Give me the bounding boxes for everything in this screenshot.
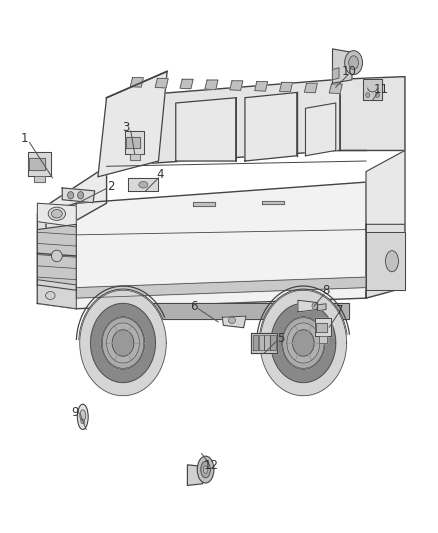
Text: 3: 3 xyxy=(122,121,130,134)
Text: 12: 12 xyxy=(204,459,219,472)
Polygon shape xyxy=(254,82,268,91)
Polygon shape xyxy=(106,79,340,166)
Polygon shape xyxy=(76,182,366,309)
Text: 10: 10 xyxy=(341,65,356,78)
Polygon shape xyxy=(251,333,277,353)
Circle shape xyxy=(67,191,74,199)
Text: 8: 8 xyxy=(322,284,330,297)
Polygon shape xyxy=(131,78,143,87)
Circle shape xyxy=(366,93,370,98)
Ellipse shape xyxy=(51,250,62,262)
Ellipse shape xyxy=(78,404,88,430)
Polygon shape xyxy=(366,150,405,298)
Polygon shape xyxy=(193,202,215,206)
Polygon shape xyxy=(187,465,202,486)
Polygon shape xyxy=(340,77,405,150)
Polygon shape xyxy=(293,330,314,356)
Circle shape xyxy=(78,191,84,199)
Polygon shape xyxy=(126,137,140,148)
Polygon shape xyxy=(76,277,366,298)
Polygon shape xyxy=(270,335,276,351)
Polygon shape xyxy=(332,68,339,80)
Polygon shape xyxy=(91,303,155,383)
Polygon shape xyxy=(366,150,405,224)
Polygon shape xyxy=(98,71,167,177)
Polygon shape xyxy=(112,330,134,356)
Polygon shape xyxy=(205,80,218,90)
Polygon shape xyxy=(29,158,46,169)
Polygon shape xyxy=(282,317,325,369)
Text: 1: 1 xyxy=(21,132,28,146)
Polygon shape xyxy=(262,200,284,204)
Polygon shape xyxy=(37,203,76,309)
Polygon shape xyxy=(130,154,140,160)
Text: 2: 2 xyxy=(107,180,115,193)
Polygon shape xyxy=(222,316,246,328)
Polygon shape xyxy=(37,203,76,227)
Circle shape xyxy=(375,93,379,98)
Polygon shape xyxy=(128,178,159,191)
Polygon shape xyxy=(101,317,145,369)
Polygon shape xyxy=(28,152,51,175)
Ellipse shape xyxy=(46,292,55,300)
Ellipse shape xyxy=(349,56,358,69)
Polygon shape xyxy=(80,290,166,395)
Ellipse shape xyxy=(345,51,363,75)
Polygon shape xyxy=(46,166,106,238)
Polygon shape xyxy=(363,79,382,100)
Ellipse shape xyxy=(48,207,66,220)
Polygon shape xyxy=(305,103,336,156)
Polygon shape xyxy=(314,318,331,336)
Polygon shape xyxy=(230,81,243,90)
Text: 6: 6 xyxy=(191,300,198,312)
Polygon shape xyxy=(155,78,168,88)
Polygon shape xyxy=(316,322,327,332)
Polygon shape xyxy=(271,303,336,383)
Polygon shape xyxy=(245,92,297,161)
Polygon shape xyxy=(366,232,405,290)
Polygon shape xyxy=(62,188,95,203)
Polygon shape xyxy=(279,83,293,92)
Polygon shape xyxy=(298,300,318,312)
Polygon shape xyxy=(260,290,346,395)
Polygon shape xyxy=(37,224,76,290)
Polygon shape xyxy=(332,49,352,83)
Polygon shape xyxy=(329,84,342,93)
Circle shape xyxy=(81,419,85,424)
Polygon shape xyxy=(265,335,270,351)
Polygon shape xyxy=(253,335,258,351)
Text: 11: 11 xyxy=(374,83,389,96)
Polygon shape xyxy=(319,336,327,343)
Polygon shape xyxy=(133,303,349,319)
Polygon shape xyxy=(176,98,236,161)
Polygon shape xyxy=(259,335,265,351)
Text: 9: 9 xyxy=(71,406,78,418)
Circle shape xyxy=(312,303,318,310)
Polygon shape xyxy=(37,280,76,309)
Ellipse shape xyxy=(139,181,148,188)
Ellipse shape xyxy=(228,317,236,324)
Polygon shape xyxy=(304,83,318,93)
Ellipse shape xyxy=(385,251,399,272)
Text: 7: 7 xyxy=(336,304,344,317)
Polygon shape xyxy=(34,175,46,182)
Ellipse shape xyxy=(80,410,86,421)
Ellipse shape xyxy=(201,462,210,478)
Text: 5: 5 xyxy=(278,332,285,345)
Ellipse shape xyxy=(203,466,208,473)
Text: 4: 4 xyxy=(156,168,163,181)
Polygon shape xyxy=(318,304,326,311)
Polygon shape xyxy=(180,79,193,89)
Ellipse shape xyxy=(197,456,214,483)
Ellipse shape xyxy=(51,209,62,218)
Polygon shape xyxy=(125,132,145,154)
